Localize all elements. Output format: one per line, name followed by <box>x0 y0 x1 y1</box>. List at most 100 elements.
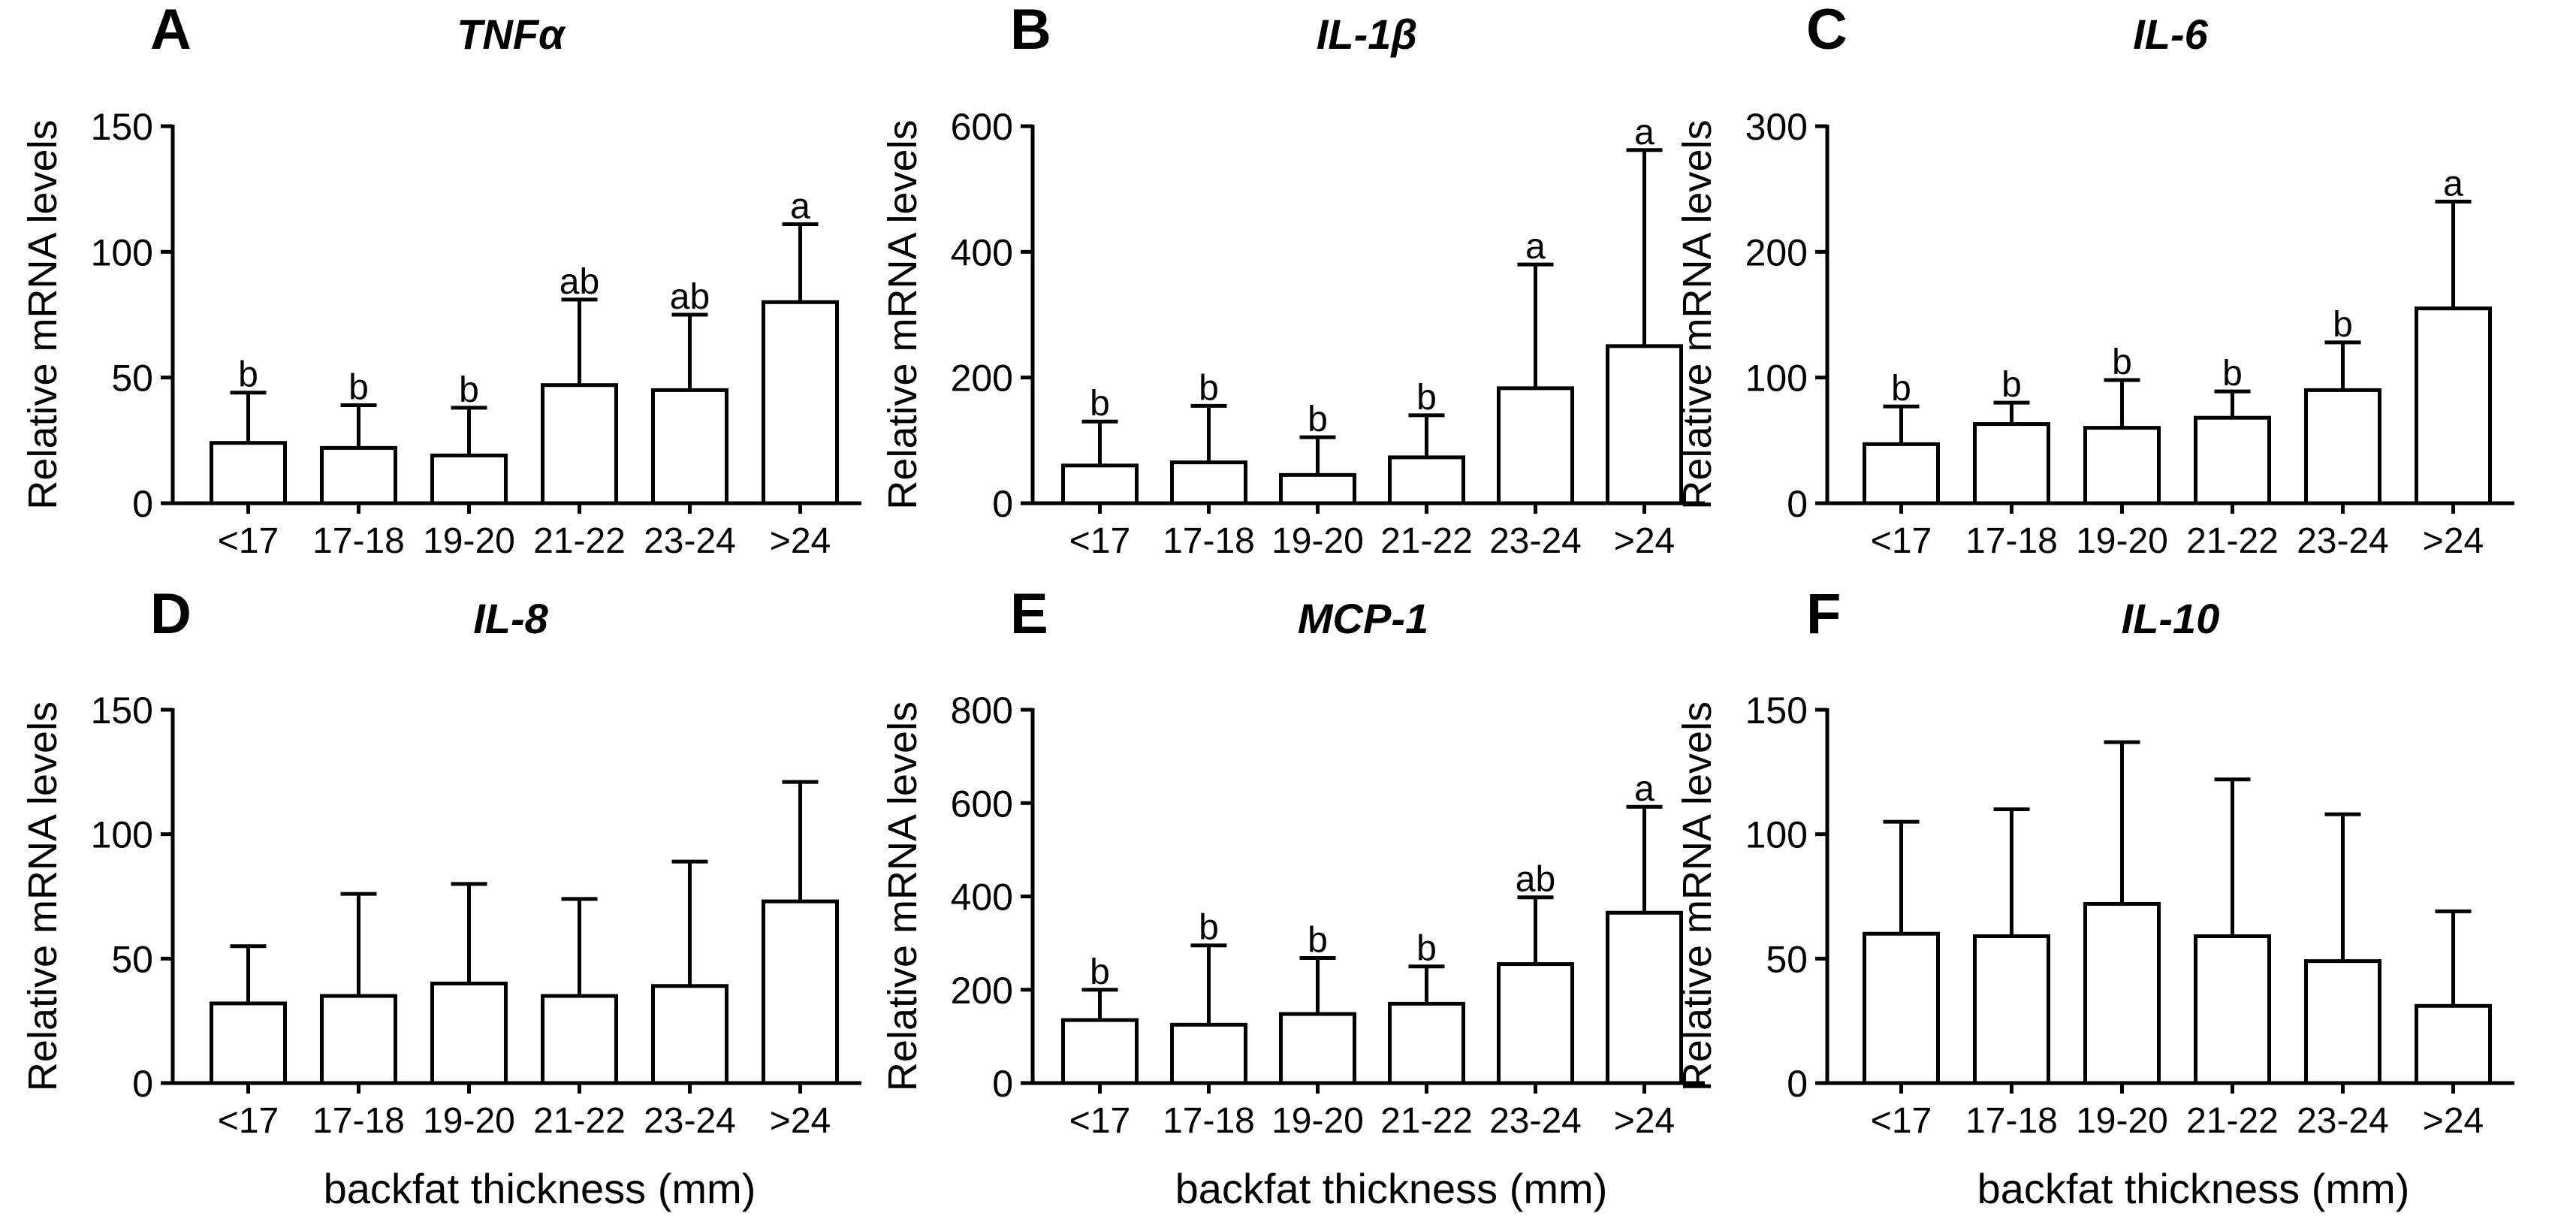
x-tick-label: >24 <box>2423 1101 2484 1141</box>
significance-letter: ab <box>1516 860 1555 900</box>
panel-letter: A <box>150 0 192 62</box>
bar <box>1279 1012 1356 1085</box>
y-tick-label: 100 <box>1745 814 1808 856</box>
x-tick-label: 17-18 <box>1163 1101 1255 1141</box>
bar <box>1388 455 1465 505</box>
chart-title: TNFα <box>457 11 566 58</box>
x-tick-label: 23-24 <box>2297 521 2389 561</box>
y-tick-label: 400 <box>951 877 1013 919</box>
significance-letter: ab <box>560 262 599 302</box>
x-tick-label: 23-24 <box>2297 1101 2389 1141</box>
significance-letter: b <box>2333 305 2353 345</box>
bar <box>541 383 618 505</box>
bar <box>1606 910 1683 1085</box>
bar <box>2415 1003 2492 1085</box>
significance-letter: a <box>790 187 810 227</box>
bar <box>651 388 728 505</box>
significance-letter: b <box>1090 384 1110 424</box>
y-axis-label: Relative mRNA levels <box>880 702 925 1091</box>
bar <box>430 981 508 1085</box>
y-tick-label: 400 <box>951 231 1013 273</box>
y-tick-label: 100 <box>91 814 153 856</box>
significance-letter: ab <box>670 277 710 317</box>
bar <box>1061 1018 1139 1085</box>
y-tick-label: 300 <box>1745 106 1808 148</box>
bar <box>430 453 508 505</box>
y-tick-label: 200 <box>1745 231 1808 273</box>
significance-letter: a <box>2443 164 2463 204</box>
significance-letter: b <box>1416 929 1437 969</box>
x-tick-label: 21-22 <box>533 1101 626 1141</box>
x-tick-label: 17-18 <box>1965 1101 2058 1141</box>
panel-letter: E <box>1010 582 1048 646</box>
bar <box>2304 388 2381 505</box>
y-axis-label: Relative mRNA levels <box>1675 119 1720 509</box>
significance-letter: b <box>2222 354 2243 394</box>
bar <box>762 300 839 505</box>
bar <box>762 899 839 1085</box>
bar <box>2083 901 2161 1085</box>
panel-a: A TNFα Relative mRNA levels 0 50 100 150 b <17 b 1… <box>20 0 861 561</box>
x-tick-label: <17 <box>218 1101 279 1141</box>
bar <box>1497 962 1574 1085</box>
panel-letter: C <box>1806 0 1848 62</box>
significance-letter: b <box>2112 342 2132 382</box>
y-tick-label: 200 <box>951 358 1013 400</box>
x-tick-label: >24 <box>770 521 831 561</box>
panel-letter: B <box>1010 0 1051 62</box>
y-tick-label: 50 <box>111 938 153 980</box>
significance-letter: b <box>1308 921 1328 961</box>
bar <box>2415 306 2492 505</box>
significance-letter: b <box>1891 369 1911 409</box>
x-tick-label: <17 <box>1069 521 1130 561</box>
bar <box>1061 463 1139 505</box>
x-tick-label: <17 <box>218 521 279 561</box>
chart-title: IL-1β <box>1317 11 1417 58</box>
bar <box>651 984 728 1085</box>
x-tick-label: 17-18 <box>1163 521 1255 561</box>
y-axis-label: Relative mRNA levels <box>20 119 65 509</box>
panel-b: B IL-1β Relative mRNA levels 0 200 400 600 b <17… <box>880 0 1705 561</box>
x-tick-label: 23-24 <box>1489 1101 1582 1141</box>
bar <box>2083 426 2161 505</box>
chart-title: IL-8 <box>473 595 548 642</box>
bar <box>1863 442 1940 505</box>
y-tick-label: 150 <box>1745 689 1808 732</box>
x-tick-label: 19-20 <box>423 1101 515 1141</box>
x-tick-label: 21-22 <box>533 521 626 561</box>
y-tick-label: 200 <box>951 970 1013 1012</box>
significance-letter: b <box>1308 400 1328 439</box>
panel-f: F IL-10 Relative mRNA levels 0 50 100 150 <17 17… <box>1675 582 2514 1212</box>
y-axis-label: Relative mRNA levels <box>880 119 925 509</box>
y-tick-label: 800 <box>951 689 1013 732</box>
x-tick-label: <17 <box>1871 521 1932 561</box>
y-tick-label: 0 <box>1787 1063 1808 1105</box>
bar <box>1497 386 1574 505</box>
y-axis-label: Relative mRNA levels <box>1675 702 1720 1091</box>
x-tick-label: >24 <box>2423 521 2484 561</box>
y-tick-label: 100 <box>1745 358 1808 400</box>
panel-c: C IL-6 Relative mRNA levels 0 100 200 300 b <17 b… <box>1675 0 2514 561</box>
y-tick-label: 50 <box>111 358 153 400</box>
x-tick-label: 19-20 <box>1271 521 1364 561</box>
x-tick-label: 23-24 <box>1489 521 1582 561</box>
significance-letter: a <box>1634 113 1654 152</box>
bar <box>1170 1022 1247 1085</box>
panel-e: E MCP-1 Relative mRNA levels 0 200 400 600 800 b… <box>880 582 1705 1212</box>
bar <box>2194 415 2271 505</box>
significance-letter: b <box>1090 952 1110 992</box>
x-tick-label: 19-20 <box>2076 1101 2168 1141</box>
bar <box>2194 934 2271 1085</box>
panel-letter: D <box>150 582 192 646</box>
x-axis-label: backfat thickness (mm) <box>324 1165 756 1212</box>
significance-letter: b <box>238 355 258 395</box>
x-tick-label: <17 <box>1069 1101 1130 1141</box>
significance-letter: b <box>348 367 369 407</box>
panel-letter: F <box>1806 582 1841 646</box>
x-tick-label: 19-20 <box>1271 1101 1364 1141</box>
x-tick-label: 23-24 <box>644 1101 736 1141</box>
y-tick-label: 0 <box>1787 483 1808 525</box>
y-tick-label: 0 <box>992 1063 1013 1105</box>
x-tick-label: 21-22 <box>1380 1101 1473 1141</box>
